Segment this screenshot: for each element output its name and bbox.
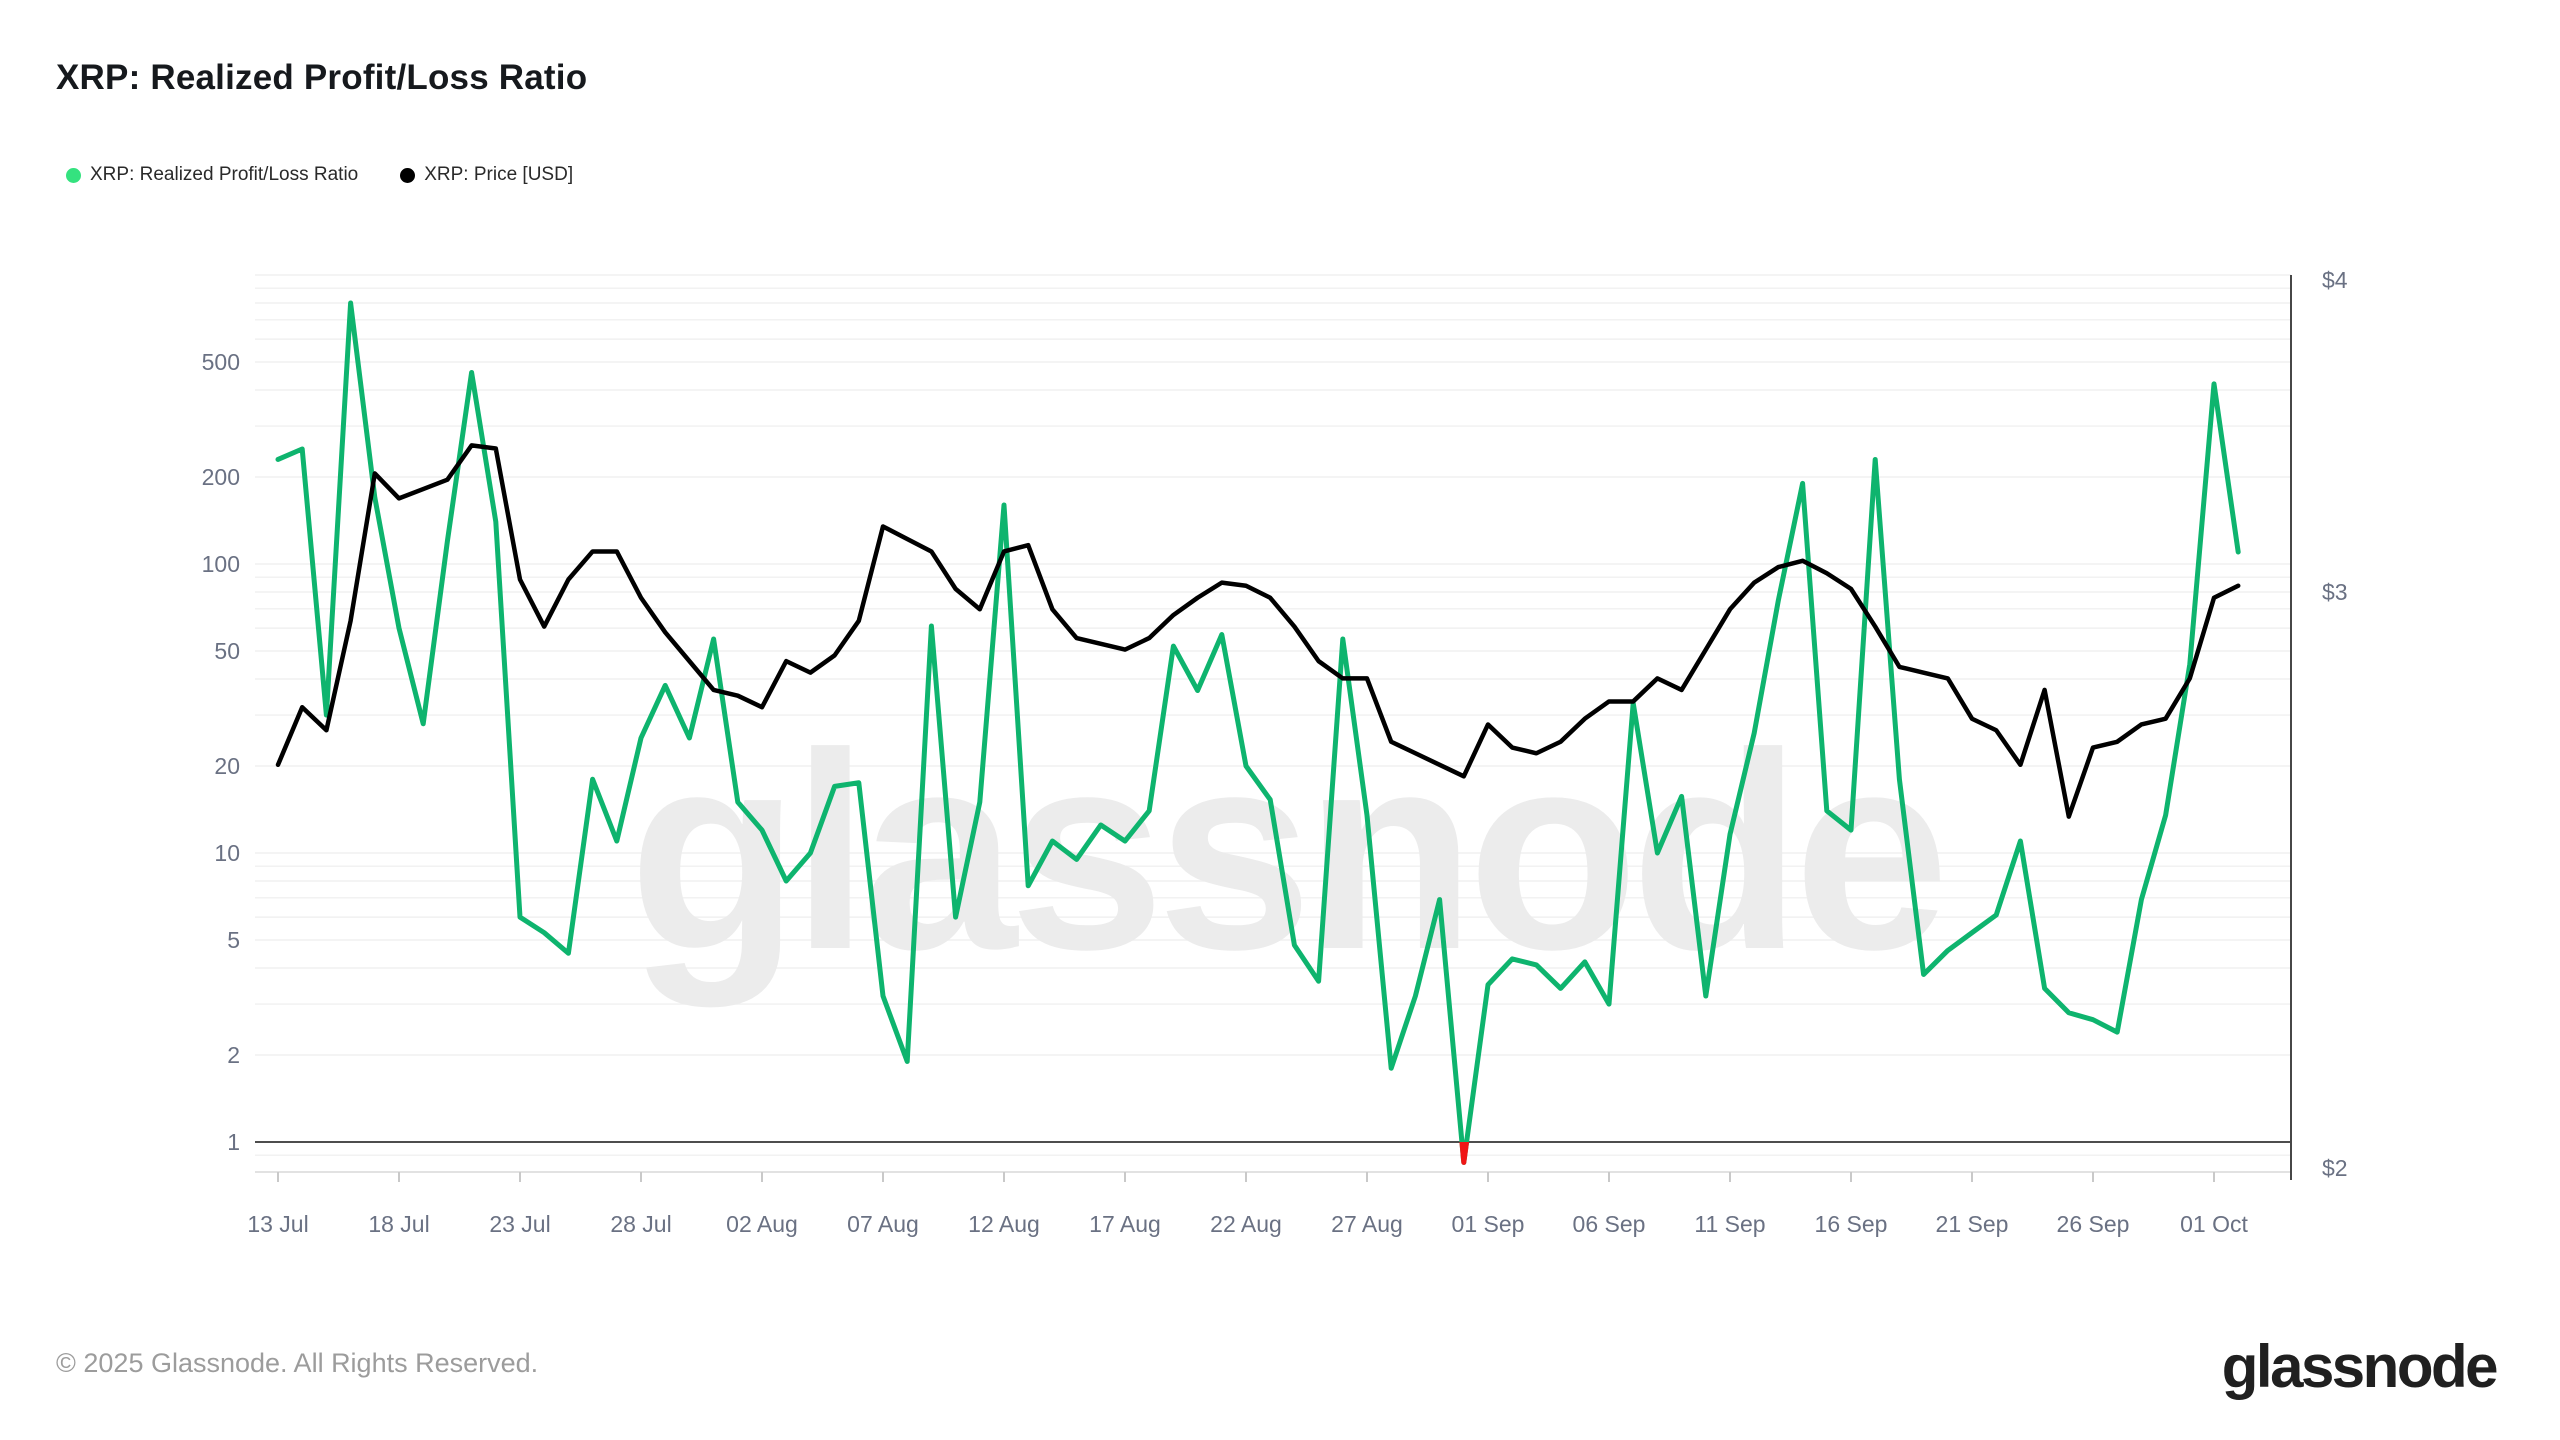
y-left-tick-label: 1 xyxy=(227,1129,240,1155)
y-axis-left-labels: 1 2 5 10 20 50 100 200 500 xyxy=(202,349,240,1155)
y-left-tick-label: 5 xyxy=(227,927,240,953)
legend-item-ratio[interactable]: XRP: Realized Profit/Loss Ratio xyxy=(66,164,358,186)
gridlines xyxy=(255,274,2291,1156)
y-right-tick-label: $3 xyxy=(2322,579,2348,605)
y-left-tick-label: 200 xyxy=(202,464,240,490)
legend-label-ratio: XRP: Realized Profit/Loss Ratio xyxy=(90,164,359,185)
x-tick-label: 13 Jul xyxy=(247,1211,308,1237)
x-tick-label: 01 Oct xyxy=(2180,1211,2248,1237)
x-tick-label: 17 Aug xyxy=(1089,1211,1161,1237)
legend: XRP: Realized Profit/Loss Ratio XRP: Pri… xyxy=(66,164,615,186)
y-left-tick-label: 10 xyxy=(214,840,240,866)
y-right-tick-label: $2 xyxy=(2322,1155,2348,1181)
y-left-tick-label: 2 xyxy=(227,1042,240,1068)
x-tick-label: 16 Sep xyxy=(1815,1211,1888,1237)
x-tick-label: 23 Jul xyxy=(489,1211,550,1237)
y-axis-right-labels: $4 $3 $2 xyxy=(2322,267,2348,1181)
x-tick-label: 26 Sep xyxy=(2057,1211,2130,1237)
legend-dot-price-icon xyxy=(400,167,416,183)
x-tick-label: 21 Sep xyxy=(1936,1211,2009,1237)
watermark-glassnode: glassnode xyxy=(629,696,1943,1009)
legend-item-price[interactable]: XRP: Price [USD] xyxy=(400,164,573,186)
x-tick-label: 18 Jul xyxy=(368,1211,429,1237)
y-left-tick-label: 100 xyxy=(202,551,240,577)
legend-dot-ratio-icon xyxy=(66,167,81,183)
y-left-tick-label: 50 xyxy=(214,638,240,664)
copyright-text: © 2025 Glassnode. All Rights Reserved. xyxy=(56,1348,539,1378)
x-tick-label: 22 Aug xyxy=(1210,1211,1282,1237)
axes xyxy=(255,275,2292,1180)
x-tick-label: 27 Aug xyxy=(1331,1211,1403,1237)
series-ratio-line[interactable] xyxy=(275,300,2241,1165)
x-tick-label: 02 Aug xyxy=(726,1211,798,1237)
legend-label-price: XRP: Price [USD] xyxy=(424,164,574,185)
y-right-tick-label: $4 xyxy=(2322,267,2348,293)
x-tick-label: 01 Sep xyxy=(1452,1211,1525,1237)
y-left-tick-label: 20 xyxy=(214,753,240,779)
y-left-tick-label: 500 xyxy=(202,349,240,375)
x-tick-label: 06 Sep xyxy=(1573,1211,1646,1237)
x-axis-labels: 13 Jul 18 Jul 23 Jul 28 Jul 02 Aug 07 Aug 12 A… xyxy=(247,1172,2248,1237)
x-tick-label: 07 Aug xyxy=(847,1211,919,1237)
x-tick-label: 11 Sep xyxy=(1694,1211,1765,1237)
glassnode-logo[interactable]: glassnode xyxy=(2221,1333,2499,1400)
x-tick-label: 12 Aug xyxy=(968,1211,1040,1237)
x-tick-label: 28 Jul xyxy=(610,1211,671,1237)
series-price-line[interactable] xyxy=(275,443,2241,819)
page-title: XRP: Realized Profit/Loss Ratio xyxy=(56,58,588,97)
